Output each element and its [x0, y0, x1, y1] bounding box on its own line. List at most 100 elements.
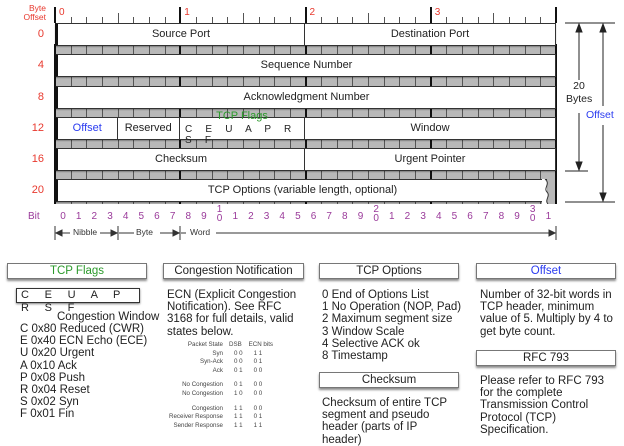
list-item: 3 Window Scale: [322, 325, 405, 338]
bit-number-digit: 0: [373, 213, 379, 224]
tcp-options-title: TCP Options: [319, 263, 459, 279]
flag-letters: C E U A P R S F: [185, 124, 297, 146]
field-reserved: Reserved: [118, 118, 180, 139]
bit-number-digit: 1: [216, 204, 223, 215]
ruler-tick: [399, 17, 401, 23]
list-item: F 0x01 Fin: [20, 408, 75, 421]
ecn-row: No Congestion 1 0 0 0: [166, 390, 276, 399]
field-sequence-number: Sequence Number: [58, 55, 555, 76]
congestion-notification-title: Congestion Notification: [163, 263, 304, 279]
bit-number: 1: [232, 211, 238, 222]
ecn-cell: 0 0: [253, 366, 263, 374]
list-item: E 0x40 ECN Echo (ECE): [20, 335, 148, 348]
list-item: 0 End of Options List: [322, 289, 429, 301]
header-size-arrows: [565, 22, 615, 203]
ruler-tick: [415, 17, 417, 23]
scale-arrows: [54, 226, 557, 240]
ruler-tick: [304, 7, 307, 23]
field-checksum: Checksum: [58, 149, 305, 170]
offset-description: Number of 32-bit words in TCP header, mi…: [480, 289, 613, 338]
ruler-byte-label: 0: [59, 7, 65, 18]
ruler-tick: [164, 17, 166, 23]
ruler-tick: [352, 17, 354, 23]
ecn-cell: 1 1: [234, 404, 243, 412]
bit-number: 8: [498, 211, 505, 222]
ecn-cell: 1 1: [234, 413, 243, 421]
list-item: 4 Selective ACK ok: [322, 337, 420, 350]
bit-number: 2: [404, 211, 411, 222]
ruler-tick: [383, 17, 385, 23]
ruler-byte-label: 3: [434, 7, 441, 18]
bit-number: 9: [201, 211, 207, 222]
ecn-cell: 0 0: [253, 389, 263, 397]
bit-number: 3: [420, 211, 426, 222]
ruler-tick: [242, 13, 244, 23]
field-label: TCP Options (variable length, optional): [207, 184, 398, 196]
field-label: Acknowledgment Number: [243, 91, 370, 103]
ecn-row: Sender Response 1 1 1 1: [166, 422, 276, 431]
bit-number: 1: [545, 211, 552, 222]
field-tcp-flags: TCP Flags C E U A P R S F: [180, 111, 305, 146]
bit-number: 7: [169, 211, 176, 222]
bit-number: 2: [91, 211, 98, 222]
bit-number: 5: [295, 211, 301, 222]
ruler-tick: [133, 17, 135, 23]
options-variable-length-edge: [542, 179, 549, 204]
ruler-tick: [289, 17, 291, 23]
bit-number: 0: [60, 211, 66, 222]
bit-number: 3: [263, 211, 270, 222]
word-label: Word: [190, 227, 211, 237]
list-item: U 0x20 Urgent: [20, 347, 95, 360]
congestion-window-label: Congestion Window: [57, 311, 160, 323]
ecn-cell: 0 1: [234, 366, 243, 374]
ruler-tick: [446, 17, 448, 23]
ruler-tick: [179, 7, 182, 23]
tcp-flags-panel-title: TCP Flags: [7, 263, 147, 279]
header-row: Checksum Urgent Pointer: [55, 148, 556, 171]
field-window: Window: [305, 118, 555, 139]
byte-ruler: 0 1 2 3: [54, 7, 557, 23]
field-offset: Offset: [58, 118, 118, 139]
bit-number: 5: [451, 211, 458, 222]
ecn-row: Ack 0 1 0 0: [166, 367, 276, 376]
bit-number: 3: [107, 211, 113, 222]
ruler-tick: [117, 13, 119, 23]
bit-number: 6: [467, 211, 473, 222]
field-label: Reserved: [124, 122, 172, 134]
ecn-cell: No Congestion: [182, 389, 223, 397]
ecn-cell: Receiver Response: [169, 413, 223, 421]
byte-offset-label-line1: Byte: [28, 3, 46, 13]
list-item: S 0x02 Syn: [20, 396, 79, 409]
bit-tick: [555, 44, 557, 204]
bit-number: 6: [310, 211, 317, 222]
byte-offset-label-line2: Offset: [23, 12, 46, 22]
ruler-tick: [336, 17, 338, 23]
field-label: Urgent Pointer: [394, 153, 466, 165]
bit-number: 5: [138, 211, 145, 222]
tcp-flags-box: C E U A P R S F: [16, 288, 140, 314]
ruler-byte-label: 1: [184, 7, 190, 18]
bit-number: 8: [185, 211, 192, 222]
bit-label: Bit: [28, 211, 40, 222]
field-label: Destination Port: [390, 28, 470, 40]
field-label: Offset: [72, 122, 102, 134]
ruler-tick: [477, 17, 479, 23]
ruler-tick: [195, 17, 197, 23]
byte-offset-8: 8: [37, 91, 44, 103]
tcp-options-list: 0 End of Options List 1 No Operation (NOP…: [322, 289, 461, 362]
ecn-cell: 1 1: [234, 421, 243, 429]
field-label: TCP Flags: [216, 110, 268, 122]
ecn-cell: 0 0: [234, 358, 243, 366]
bit-number: 4: [279, 211, 285, 222]
byte-offset-20: 20: [31, 184, 44, 196]
header-row: Offset Reserved TCP Flags C E U A P R S F Wi…: [55, 111, 556, 146]
ecn-description: ECN (Explicit Congestion Notification). …: [167, 289, 297, 338]
list-item: 8 Timestamp: [322, 350, 388, 363]
list-item: P 0x08 Push: [20, 371, 86, 384]
list-item: 2 Maximum segment size: [322, 313, 453, 326]
field-source-port: Source Port: [58, 24, 305, 45]
header-size-unit: Bytes: [566, 93, 593, 105]
rfc-793-description: Please refer to RFC 793 for the complete…: [480, 375, 605, 436]
bit-number: 7: [482, 211, 489, 222]
